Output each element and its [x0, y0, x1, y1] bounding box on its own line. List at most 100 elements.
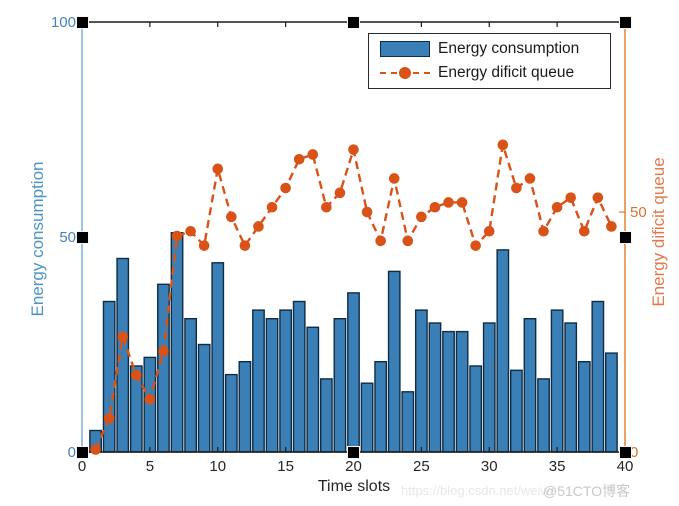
x-tick-label: 5	[146, 458, 154, 475]
bar	[170, 231, 184, 453]
bar	[550, 309, 564, 453]
line-marker	[226, 211, 237, 223]
legend-label: Energy consumption	[438, 39, 580, 57]
line-marker	[497, 139, 509, 151]
line-marker	[90, 444, 101, 455]
bar	[537, 378, 550, 453]
line-marker	[293, 153, 305, 165]
line-marker	[470, 240, 481, 251]
left-tick-label: 50	[59, 229, 76, 246]
line-marker	[307, 149, 319, 160]
line-marker	[171, 230, 183, 242]
bar	[510, 369, 523, 453]
line-marker	[483, 225, 495, 237]
line-marker	[253, 221, 264, 232]
bar	[387, 270, 401, 453]
x-tick-label: 30	[481, 458, 498, 475]
line-marker	[592, 192, 604, 203]
line-marker	[375, 235, 386, 247]
bar	[442, 330, 455, 453]
x-tick-label: 40	[617, 458, 634, 475]
line-marker	[239, 240, 251, 251]
bar	[347, 292, 360, 453]
selection-handle[interactable]	[618, 230, 632, 244]
watermark-badge: @51CTO博客	[543, 483, 631, 499]
line-marker	[334, 187, 346, 199]
selection-handle[interactable]	[347, 15, 360, 29]
bar-swatch-icon	[380, 40, 430, 57]
line-marker	[321, 201, 332, 213]
watermark-url: https://blog.csdn.net/weiwei	[401, 483, 560, 498]
x-tick-label: 35	[549, 458, 566, 475]
bar	[197, 343, 211, 453]
line-marker	[361, 206, 373, 218]
bar	[428, 322, 442, 453]
bar	[523, 318, 537, 453]
left-axis-title: Energy consumption	[28, 161, 47, 317]
bar	[577, 361, 591, 453]
line-marker	[443, 197, 454, 208]
bar	[319, 378, 333, 453]
x-tick-label: 0	[78, 458, 86, 475]
selection-handle[interactable]	[75, 445, 89, 459]
line-marker	[511, 182, 522, 194]
line-marker	[578, 225, 590, 237]
bar	[455, 330, 469, 453]
bar	[224, 373, 238, 453]
left-tick-label: 100	[51, 14, 76, 31]
x-tick-label: 25	[413, 458, 430, 475]
right-axis-title: Energy dificit queue	[649, 157, 668, 307]
bar	[482, 322, 496, 453]
bar	[265, 318, 279, 453]
bar	[279, 309, 293, 453]
x-tick-label: 20	[345, 458, 362, 475]
left-tick-label: 0	[68, 444, 76, 461]
bar	[306, 326, 320, 453]
bar	[252, 309, 265, 453]
line-marker	[348, 144, 359, 155]
legend-item-energy-dificit-queue: Energy dificit queue	[369, 61, 610, 85]
bar	[414, 309, 428, 453]
legend: Energy consumption Energy dificit queue	[368, 33, 611, 89]
bar	[605, 352, 618, 453]
x-tick-label: 10	[209, 458, 226, 475]
line-marker	[416, 211, 427, 223]
bar	[401, 391, 415, 453]
right-tick-label: 0	[630, 444, 638, 461]
line-marker	[538, 225, 549, 237]
line-marker	[131, 369, 142, 381]
bar	[374, 361, 388, 453]
bar	[292, 300, 306, 453]
bar	[333, 318, 347, 453]
bar	[469, 365, 483, 453]
line-marker	[280, 182, 291, 194]
line-marker	[185, 225, 196, 237]
line-marker	[456, 197, 468, 208]
bar	[102, 300, 116, 453]
bar	[211, 262, 225, 453]
selection-handle[interactable]	[75, 15, 89, 29]
selection-handle[interactable]	[347, 445, 360, 459]
selection-handle[interactable]	[618, 445, 632, 459]
selection-handle[interactable]	[618, 15, 632, 29]
x-axis-title: Time slots	[317, 478, 391, 495]
line-marker	[103, 413, 115, 424]
line-marker	[524, 173, 536, 184]
bar	[564, 322, 578, 453]
line-marker	[158, 345, 169, 357]
x-tick-label: 15	[277, 458, 294, 475]
line-marker	[144, 393, 156, 405]
right-tick-label: 50	[630, 204, 647, 221]
line-marker	[551, 201, 563, 213]
dashed-line-marker-icon	[380, 65, 430, 81]
legend-item-energy-consumption: Energy consumption	[369, 37, 610, 61]
bar	[238, 361, 252, 453]
line-marker	[117, 331, 129, 343]
line-marker	[402, 235, 414, 247]
line-marker	[266, 201, 278, 213]
selection-handle[interactable]	[75, 230, 89, 244]
line-marker	[388, 173, 400, 184]
bar	[143, 356, 157, 453]
